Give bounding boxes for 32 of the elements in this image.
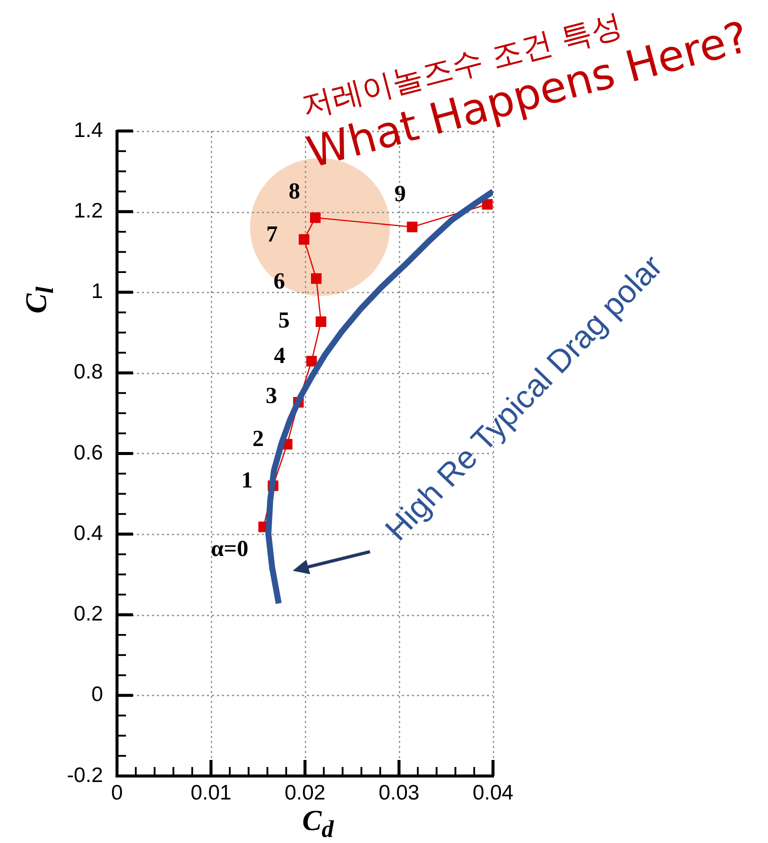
point xyxy=(298,234,310,245)
point xyxy=(406,222,418,232)
x-tick-label: 0.03 xyxy=(378,781,420,804)
point xyxy=(310,273,322,284)
y-tick-label: 0.6 xyxy=(74,441,103,464)
x-axis-title: C$_{d}$ xyxy=(302,805,334,843)
annotation: 1 xyxy=(241,468,253,493)
point xyxy=(306,356,317,366)
x-tick-label: 0.01 xyxy=(190,781,232,804)
annotation: 5 xyxy=(278,308,290,333)
annotation: 9 xyxy=(394,180,406,206)
y-tick-label: 0.4 xyxy=(74,522,104,545)
annotation: 3 xyxy=(266,383,278,408)
x-tick-label: 0.02 xyxy=(284,781,326,804)
x-tick-label: 0 xyxy=(111,781,123,804)
point xyxy=(316,316,326,327)
y-tick-label: -0.2 xyxy=(66,764,103,787)
annotation: 8 xyxy=(288,178,300,204)
y-tick-label: 0.2 xyxy=(74,602,103,626)
annotation: 7 xyxy=(266,221,278,246)
y-tick-label: 0 xyxy=(91,683,103,706)
annotation: α=0 xyxy=(210,536,248,561)
point xyxy=(310,212,321,223)
annotation: 6 xyxy=(274,268,286,294)
annotation: 4 xyxy=(274,343,286,368)
y-tick-label: 1.4 xyxy=(74,118,104,142)
point xyxy=(482,199,493,210)
y-tick-label: 1.2 xyxy=(74,199,103,222)
annotation: 2 xyxy=(252,426,264,452)
y-tick-label: 0.8 xyxy=(74,360,103,384)
y-tick-label: 1 xyxy=(91,280,103,304)
x-tick-label: 0.04 xyxy=(472,781,514,804)
